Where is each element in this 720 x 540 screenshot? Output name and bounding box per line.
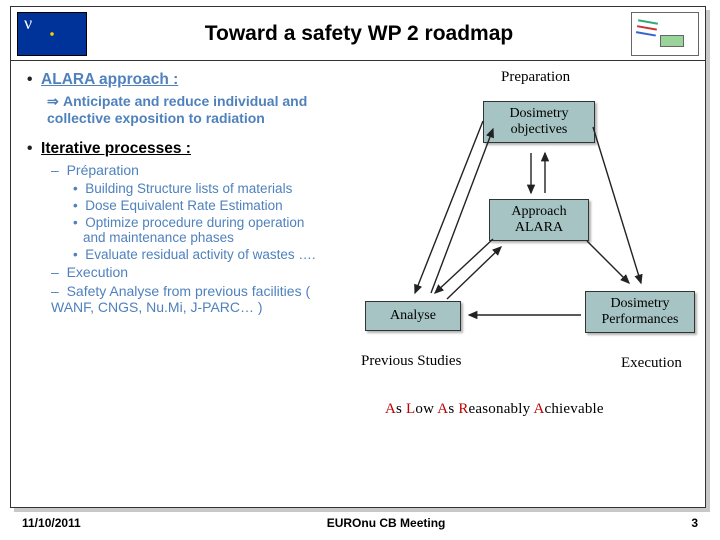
item-execution: – Execution bbox=[51, 264, 323, 280]
diagram: Preparation Dosimetry objectives Approac… bbox=[343, 65, 701, 495]
section-2-title: • Iterative processes : bbox=[27, 140, 323, 158]
alara-acronym: As Low As Reasonably Achievable bbox=[385, 401, 604, 418]
box-analyse: Analyse bbox=[365, 301, 461, 331]
footer-meeting: EUROnu CB Meeting bbox=[327, 516, 446, 534]
label-previous-studies: Previous Studies bbox=[361, 353, 461, 370]
bullet-column: • ALARA approach : ⇒Anticipate and reduc… bbox=[27, 71, 323, 318]
footer-page: 3 bbox=[691, 516, 698, 534]
box-approach-alara: Approach ALARA bbox=[489, 199, 589, 241]
header: ν Toward a safety WP 2 roadmap bbox=[11, 7, 705, 61]
eu-flag-icon: ν bbox=[17, 12, 87, 56]
footer-date: 11/10/2011 bbox=[22, 516, 81, 534]
subitem-4: • Evaluate residual activity of wastes …… bbox=[73, 247, 323, 262]
section-1-sub: ⇒Anticipate and reduce individual and co… bbox=[47, 93, 323, 126]
subitem-1: • Building Structure lists of materials bbox=[73, 181, 323, 196]
subitem-2: • Dose Equivalent Rate Estimation bbox=[73, 198, 323, 213]
label-execution: Execution bbox=[621, 355, 682, 372]
item-analyse: – Safety Analyse from previous facilitie… bbox=[51, 283, 323, 315]
label-preparation: Preparation bbox=[501, 69, 570, 86]
box-dosimetry-objectives: Dosimetry objectives bbox=[483, 101, 595, 143]
slide-frame: ν Toward a safety WP 2 roadmap • ALARA a… bbox=[10, 6, 706, 508]
project-logo-icon bbox=[631, 12, 699, 56]
section-1-title: • ALARA approach : bbox=[27, 71, 323, 89]
slide-title: Toward a safety WP 2 roadmap bbox=[93, 22, 625, 46]
footer: 11/10/2011 EUROnu CB Meeting 3 bbox=[0, 516, 720, 534]
box-dosimetry-perf: Dosimetry Performances bbox=[585, 291, 695, 333]
content: • ALARA approach : ⇒Anticipate and reduc… bbox=[23, 65, 693, 503]
subitem-3: • Optimize procedure during operation an… bbox=[73, 215, 323, 245]
item-preparation: – Préparation bbox=[51, 162, 323, 178]
